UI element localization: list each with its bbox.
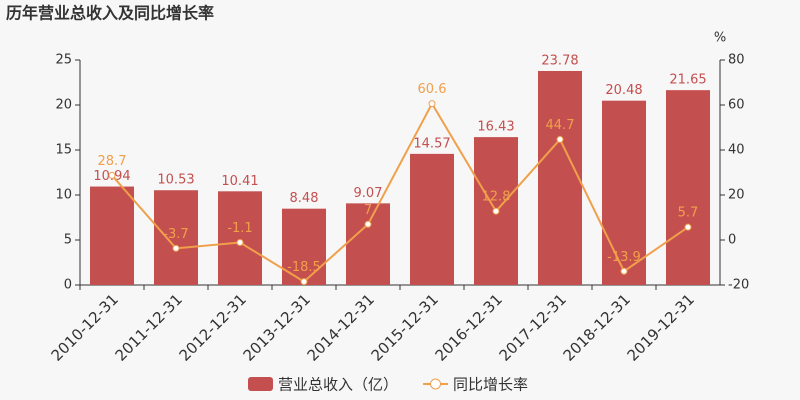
y2-tick-label: 60	[728, 98, 745, 113]
y2-tick-label: 40	[728, 143, 745, 158]
bar	[602, 100, 646, 286]
line	[111, 101, 689, 283]
line-point	[364, 220, 372, 228]
line-point	[620, 267, 628, 275]
legend-swatch-point	[430, 378, 442, 390]
bar-value-label: 10.53	[157, 173, 194, 188]
bar	[410, 153, 454, 285]
bar-value-label: 23.78	[541, 53, 578, 68]
line-point	[108, 171, 116, 179]
y-tick-label: 10	[55, 188, 72, 203]
bar	[346, 203, 390, 285]
legend-item[interactable]: 营业总收入（亿）	[248, 376, 398, 394]
y-tick-label: 20	[55, 98, 72, 113]
line-value-label: 44.7	[546, 118, 575, 133]
y-tick-label: 15	[55, 143, 72, 158]
bar	[218, 191, 262, 285]
line-value-label: -18.5	[287, 260, 321, 275]
bar-value-label: 16.43	[477, 120, 514, 135]
legend-item[interactable]: 同比增长率	[423, 376, 528, 394]
line-value-label: 28.7	[98, 154, 127, 169]
line-point	[684, 223, 692, 231]
line-value-label: -1.1	[227, 221, 252, 236]
legend-label: 营业总收入（亿）	[278, 376, 398, 394]
y2-tick-label: -20	[728, 278, 749, 293]
line-point	[428, 100, 436, 108]
chart-title: 历年营业总收入及同比增长率	[6, 4, 214, 23]
y-tick-label: 25	[55, 53, 72, 68]
line-value-label: 12.8	[482, 190, 511, 205]
line-point	[556, 135, 564, 143]
y2-tick-label: 80	[728, 53, 745, 68]
bar-value-label: 20.48	[605, 83, 642, 98]
bar-value-label: 10.41	[221, 174, 258, 189]
bar	[666, 90, 710, 286]
line-value-label: 60.6	[418, 82, 447, 97]
bar-value-label: 8.48	[290, 191, 319, 206]
line-value-label: 7	[364, 203, 372, 218]
y-tick-label: 5	[64, 233, 72, 248]
y2-tick-label: 0	[728, 233, 736, 248]
line-value-label: 5.7	[678, 206, 699, 221]
line-point	[492, 207, 500, 215]
bar	[90, 186, 134, 285]
line-point	[300, 278, 308, 286]
bar	[154, 190, 198, 285]
line-value-label: -3.7	[163, 227, 188, 242]
bar	[538, 70, 582, 285]
line-point	[172, 244, 180, 252]
y2-tick-label: 20	[728, 188, 745, 203]
line-point	[236, 238, 244, 246]
y-tick-label: 0	[64, 278, 72, 293]
line-value-label: -13.9	[607, 250, 641, 265]
y2-axis-unit: %	[714, 31, 726, 46]
bar-value-label: 21.65	[669, 73, 706, 88]
bar-value-label: 14.57	[413, 136, 450, 151]
legend-label: 同比增长率	[453, 376, 528, 394]
bar-value-label: 9.07	[354, 186, 383, 201]
legend-swatch	[248, 377, 273, 391]
